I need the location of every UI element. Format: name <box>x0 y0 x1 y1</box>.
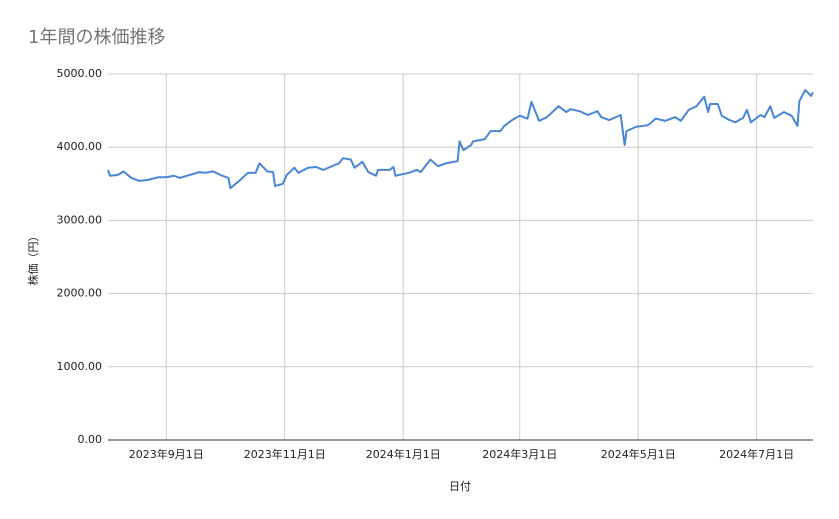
y-tick-label: 5000.00 <box>57 67 103 80</box>
x-tick-label: 2024年7月1日 <box>719 447 794 461</box>
x-tick-label: 2023年11月1日 <box>244 447 326 461</box>
x-tick-label: 2023年9月1日 <box>129 447 204 461</box>
data-line <box>107 89 814 190</box>
y-tick-label: 2000.00 <box>57 287 103 300</box>
x-axis-label: 日付 <box>449 480 471 493</box>
x-tick-label: 2024年1月1日 <box>366 447 441 461</box>
y-tick-label: 3000.00 <box>57 213 103 226</box>
y-tick-label: 1000.00 <box>57 360 103 373</box>
x-tick-label: 2024年3月1日 <box>482 447 557 461</box>
y-tick-label: 0.00 <box>78 433 103 446</box>
chart-title: 1年間の株価推移 <box>28 27 165 48</box>
y-tick-label: 4000.00 <box>57 140 103 153</box>
x-tick-label: 2024年5月1日 <box>601 447 676 461</box>
y-axis-label: 株価（円） <box>26 231 40 286</box>
